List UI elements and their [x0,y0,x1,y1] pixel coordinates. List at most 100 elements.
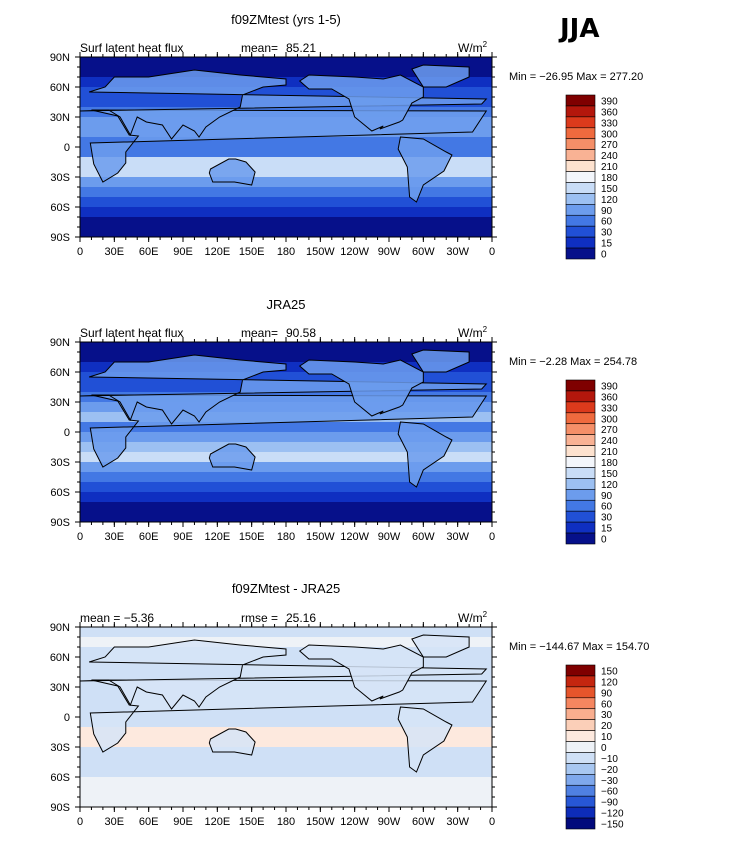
colorbar-label: 210 [601,447,618,458]
units-base: W/m [458,41,483,55]
lon-tick-label: 150E [239,531,265,543]
colorbar-swatch [565,456,596,468]
latitude-band [80,57,492,67]
latitude-band [80,372,492,382]
colorbar-label: 240 [601,151,618,162]
latitude-band [80,442,492,452]
panel-title: JRA25 [266,297,305,312]
latitude-band [80,472,492,482]
lon-tick-label: 120E [204,246,230,258]
variable-label: Surf latent heat flux [80,326,183,340]
lon-tick-label: 180 [277,531,295,543]
lat-tick-label: 0 [64,712,70,724]
mean-value: 85.21 [286,41,316,55]
colorbar-swatch [565,105,596,118]
lon-tick-label: 60W [412,816,435,828]
latitude-band [80,147,492,157]
colorbar-swatch [565,795,596,808]
colorbar-label: 270 [601,425,618,436]
coastline [397,706,453,773]
colorbar-label: −150 [601,820,624,831]
lon-tick-label: 90W [378,816,401,828]
coastline [79,639,488,710]
mean-label: mean = −5.36 [80,611,154,625]
lon-tick-label: 30W [446,246,469,258]
latitude-band [80,227,492,237]
coastline [397,136,453,203]
latitude-band [80,462,492,472]
lon-tick-label: 120W [340,816,369,828]
lon-tick-label: 30W [446,816,469,828]
colorbar-swatch [565,247,596,260]
lat-tick-label: 0 [64,142,70,154]
coastline [208,728,256,756]
latitude-band [80,627,492,637]
latitude-band [80,657,492,667]
coastline [208,443,256,471]
latitude-band [80,352,492,362]
variable-label: Surf latent heat flux [80,41,183,55]
units-exponent: 2 [483,40,488,49]
colorbar-label: 180 [601,458,618,469]
lat-tick-label: 90N [50,337,70,349]
latitude-band [80,87,492,97]
colorbar-label: 0 [601,535,607,546]
latitude-band [80,342,492,352]
latitude-band [80,757,492,767]
latitude-band [80,452,492,462]
rmse-value: 25.16 [286,611,316,625]
lat-tick-label: 60N [50,652,70,664]
min-max-label: Min = −144.67 Max = 154.70 [509,641,649,653]
colorbar-swatch [565,719,596,731]
latitude-band [80,422,492,432]
colorbar-swatch [565,763,596,775]
colorbar-swatch [565,817,596,830]
latitude-band [80,137,492,147]
colorbar-swatch [565,412,596,425]
colorbar-swatch [565,784,596,797]
lat-tick-label: 60S [50,202,70,214]
panel-title: f09ZMtest - JRA25 [232,581,340,596]
lat-tick-label: 30N [50,682,70,694]
colorbar-label: 360 [601,392,618,403]
colorbar-swatch [565,423,596,435]
lon-tick-label: 180 [277,816,295,828]
coastline [208,158,256,186]
units-label: W/m2 [458,610,488,625]
latitude-band [80,737,492,747]
colorbar-label: 120 [601,480,618,491]
units-exponent: 2 [483,610,488,619]
colorbar-label: 15 [601,524,613,535]
colorbar-label: 360 [601,107,618,118]
colorbar-label: 30 [601,710,613,721]
lat-tick-label: 30S [50,172,70,184]
colorbar-label: 330 [601,118,618,129]
latitude-band [80,492,492,502]
colorbar-label: 60 [601,502,613,513]
colorbar-swatch [565,675,596,688]
colorbar-swatch [565,401,596,414]
lon-tick-label: 120W [340,531,369,543]
colorbar-swatch [565,204,596,216]
colorbar-swatch [565,664,596,677]
colorbar-swatch [565,160,596,172]
min-max-label: Min = −26.95 Max = 277.20 [509,71,643,83]
latitude-band [80,787,492,797]
colorbar-label: 300 [601,129,618,140]
coastline [411,64,470,88]
mean-value: 90.58 [286,326,316,340]
colorbar-swatch [565,149,596,161]
colorbar-label: 60 [601,699,613,710]
lon-tick-label: 0 [489,816,495,828]
colorbar-label: 10 [601,732,613,743]
lon-tick-label: 60E [139,816,159,828]
lon-tick-label: 30W [446,531,469,543]
latitude-band [80,197,492,207]
latitude-band [80,727,492,737]
latitude-band [80,707,492,717]
lon-tick-label: 60W [412,531,435,543]
colorbar-label: 330 [601,403,618,414]
colorbar-label: −10 [601,754,618,765]
mean-label: mean= [241,41,278,55]
lon-tick-label: 150E [239,816,265,828]
